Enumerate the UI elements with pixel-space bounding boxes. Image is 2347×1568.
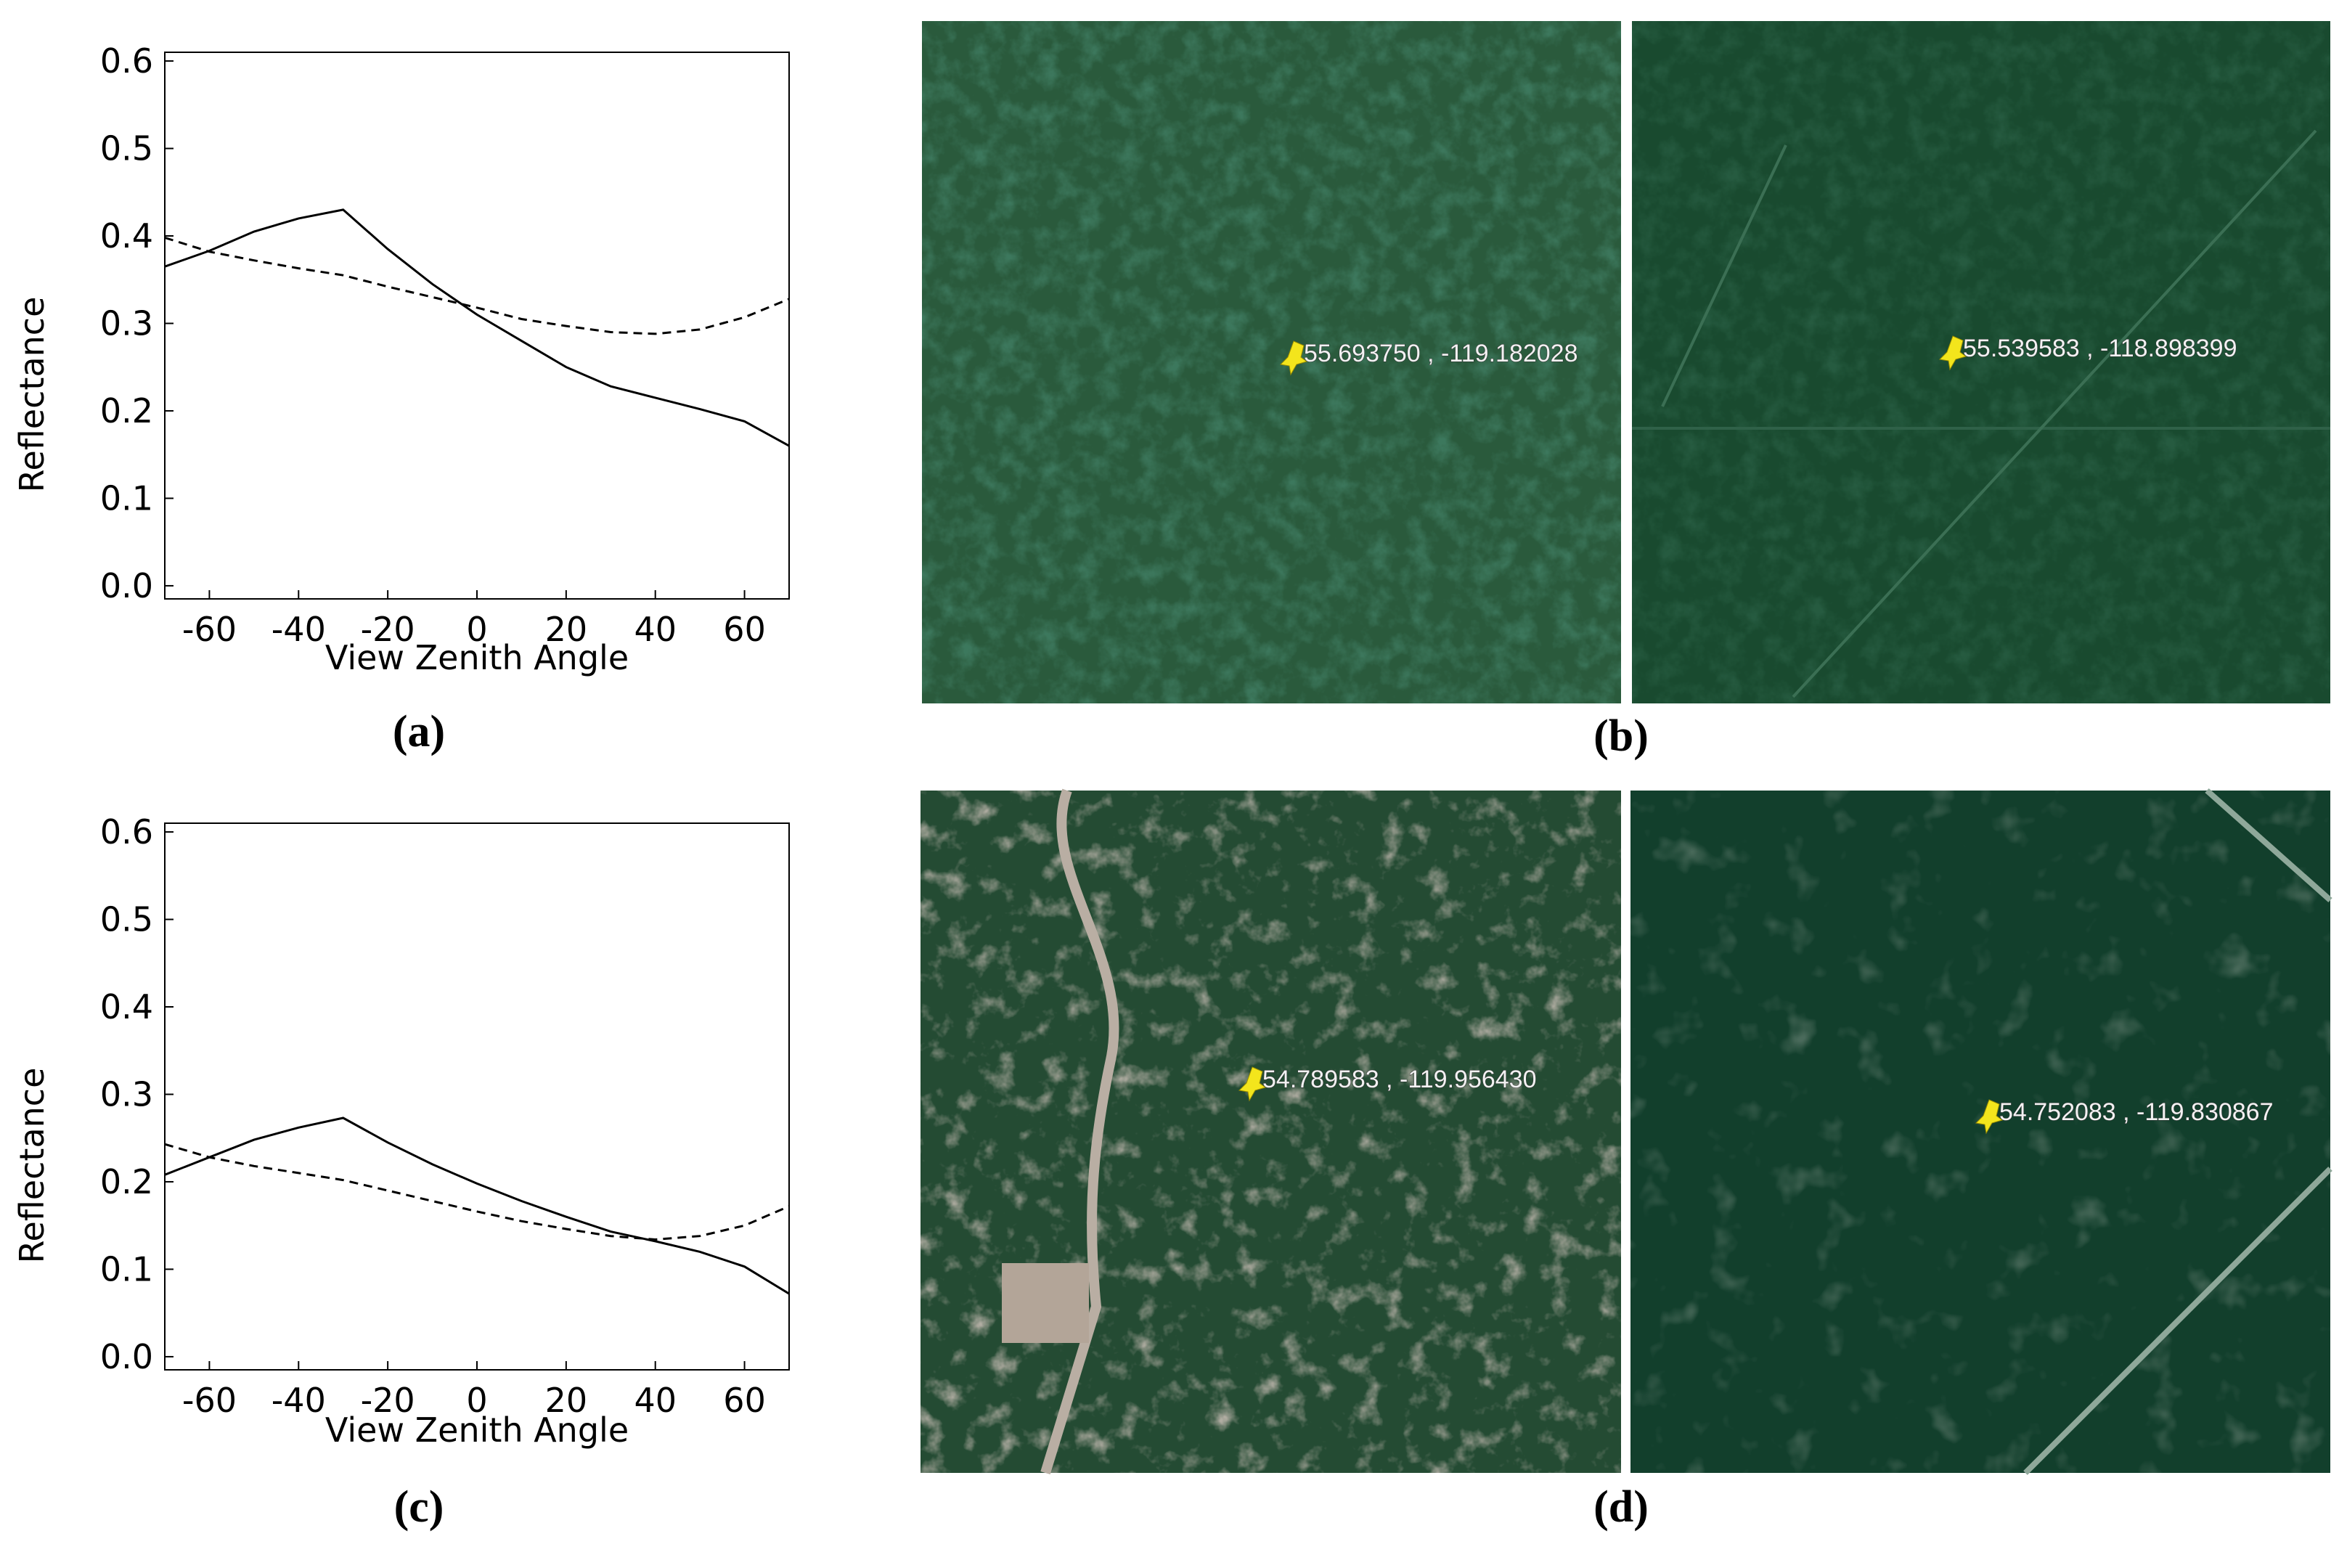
pin-icon (1938, 335, 1967, 371)
y-tick-label: 0.5 (100, 129, 153, 168)
pin-icon (1975, 1099, 2004, 1135)
image-d-left (921, 788, 1621, 1475)
y-axis-label: Reflectance (12, 1068, 52, 1264)
y-tick-label: 0.2 (100, 391, 153, 430)
y-tick-label: 0.2 (100, 1162, 153, 1201)
x-tick-label: 40 (634, 1381, 677, 1420)
x-tick-label: 40 (634, 610, 677, 649)
plot-frame (164, 52, 790, 600)
plot-frame (164, 822, 790, 1371)
y-tick-label: 0.6 (100, 41, 153, 81)
pin-icon (1279, 340, 1308, 376)
caption: (b) (1593, 711, 1649, 761)
image-b-left (922, 21, 1621, 703)
x-tick-label: -40 (272, 1381, 326, 1420)
x-axis-label: View Zenith Angle (325, 638, 629, 677)
line-series (164, 208, 790, 447)
pin-label: 55.693750 , -119.182028 (1304, 340, 1578, 367)
x-tick-label: 60 (723, 1381, 766, 1420)
x-tick-label: 20 (545, 1381, 588, 1420)
image-d-right (1630, 788, 2332, 1475)
y-axis-label: Reflectance (12, 297, 52, 493)
x-tick-label: 0 (466, 610, 487, 649)
caption: (a) (393, 707, 445, 756)
x-tick-label: -40 (272, 610, 326, 649)
x-tick-label: -60 (182, 610, 237, 649)
pin-label: 54.789583 , -119.956430 (1262, 1066, 1537, 1093)
y-tick-label: 0.0 (100, 1337, 153, 1376)
caption: (c) (394, 1482, 444, 1532)
x-tick-label: -20 (361, 1381, 415, 1420)
y-tick-label: 0.1 (100, 478, 153, 518)
image-b-right (1632, 21, 2330, 703)
y-tick-label: 0.6 (100, 812, 153, 852)
chart: 0.0 0.1 0.2 0.3 0.4 0.5 0.6 -60 -40 -20 0 20 40 60 Vie… (12, 812, 790, 1450)
chart: 0.0 0.1 0.2 0.3 0.4 0.5 0.6 -60 -40 -20 0 20 40 60 Vie… (12, 41, 790, 677)
x-tick-label: -60 (182, 1381, 237, 1420)
x-axis-label: View Zenith Angle (325, 1410, 629, 1450)
line-series (164, 1143, 790, 1241)
line-series (164, 236, 790, 335)
x-tick-label: 60 (723, 610, 766, 649)
y-tick-label: 0.3 (100, 303, 153, 343)
y-tick-label: 0.1 (100, 1249, 153, 1289)
y-tick-label: 0.4 (100, 216, 153, 256)
pin-label: 55.539583 , -118.898399 (1963, 335, 2237, 362)
x-tick-label: -20 (361, 610, 415, 649)
y-tick-label: 0.3 (100, 1074, 153, 1114)
x-tick-label: 0 (466, 1381, 487, 1420)
x-tick-label: 20 (545, 610, 588, 649)
y-tick-label: 0.4 (100, 987, 153, 1026)
caption: (d) (1593, 1482, 1649, 1532)
pin-label: 54.752083 , -119.830867 (1999, 1098, 2274, 1126)
pin-icon (1238, 1066, 1267, 1102)
line-series (164, 1116, 790, 1295)
y-tick-label: 0.0 (100, 566, 153, 605)
y-tick-label: 0.5 (100, 900, 153, 939)
